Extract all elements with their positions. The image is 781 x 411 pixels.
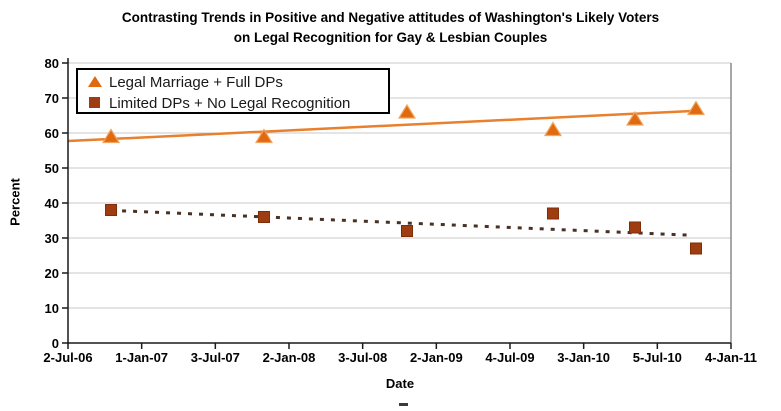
- legend-label-negative: Limited DPs + No Legal Recognition: [109, 95, 351, 112]
- y-axis-title: Percent: [7, 178, 23, 226]
- y-tick-label: 20: [45, 266, 59, 281]
- x-tick-label: 5-Jul-10: [633, 350, 682, 365]
- data-point-square: [546, 207, 559, 220]
- y-tick-label: 50: [45, 161, 59, 176]
- y-tick-label: 10: [45, 301, 59, 316]
- legend-label-positive: Legal Marriage + Full DPs: [109, 74, 283, 91]
- y-tick-label: 0: [52, 336, 59, 351]
- x-tick-label: 2-Jan-09: [410, 350, 463, 365]
- x-tick-label: 1-Jan-07: [115, 350, 168, 365]
- x-tick-label: 2-Jan-08: [263, 350, 316, 365]
- x-axis-title: Date: [385, 376, 415, 391]
- small-dash-artifact: [399, 403, 408, 406]
- data-point-square: [400, 225, 413, 237]
- x-tick-label: 3-Jan-10: [557, 350, 610, 365]
- data-point-triangle: [101, 128, 121, 144]
- x-tick-label: 3-Jul-08: [338, 350, 387, 365]
- positive-trendline: [67, 109, 700, 143]
- data-point-triangle: [254, 128, 274, 144]
- legend-item-positive: Legal Marriage + Full DPs: [87, 72, 388, 93]
- chart-title-line2: on Legal Recognition for Gay & Lesbian C…: [233, 30, 548, 45]
- data-point-triangle: [543, 121, 563, 137]
- data-point-square: [105, 204, 118, 216]
- triangle-marker-icon: [87, 74, 102, 91]
- data-point-triangle: [686, 100, 706, 116]
- x-tick-label: 4-Jul-09: [485, 350, 534, 365]
- data-point-triangle: [625, 110, 645, 126]
- chart-title: Contrasting Trends in Positive and Negat…: [0, 8, 781, 48]
- negative-trendline: [111, 208, 690, 237]
- data-point-square: [257, 211, 270, 223]
- data-point-triangle: [397, 103, 417, 119]
- y-tick-label: 60: [45, 126, 59, 141]
- y-tick-label: 30: [45, 231, 59, 246]
- legend: Legal Marriage + Full DPs Limited DPs + …: [76, 68, 390, 114]
- chart-title-line1: Contrasting Trends in Positive and Negat…: [121, 10, 660, 25]
- data-point-square: [628, 221, 641, 234]
- square-marker-icon: [87, 95, 102, 112]
- legend-item-negative: Limited DPs + No Legal Recognition: [87, 93, 388, 114]
- y-tick-label: 70: [45, 91, 59, 106]
- x-tick-label: 3-Jul-07: [191, 350, 240, 365]
- y-tick-label: 40: [45, 196, 59, 211]
- x-tick-label: 4-Jan-11: [705, 350, 757, 365]
- x-tick-label: 2-Jul-06: [43, 350, 92, 365]
- y-tick-label: 80: [45, 56, 59, 71]
- data-point-square: [689, 242, 702, 255]
